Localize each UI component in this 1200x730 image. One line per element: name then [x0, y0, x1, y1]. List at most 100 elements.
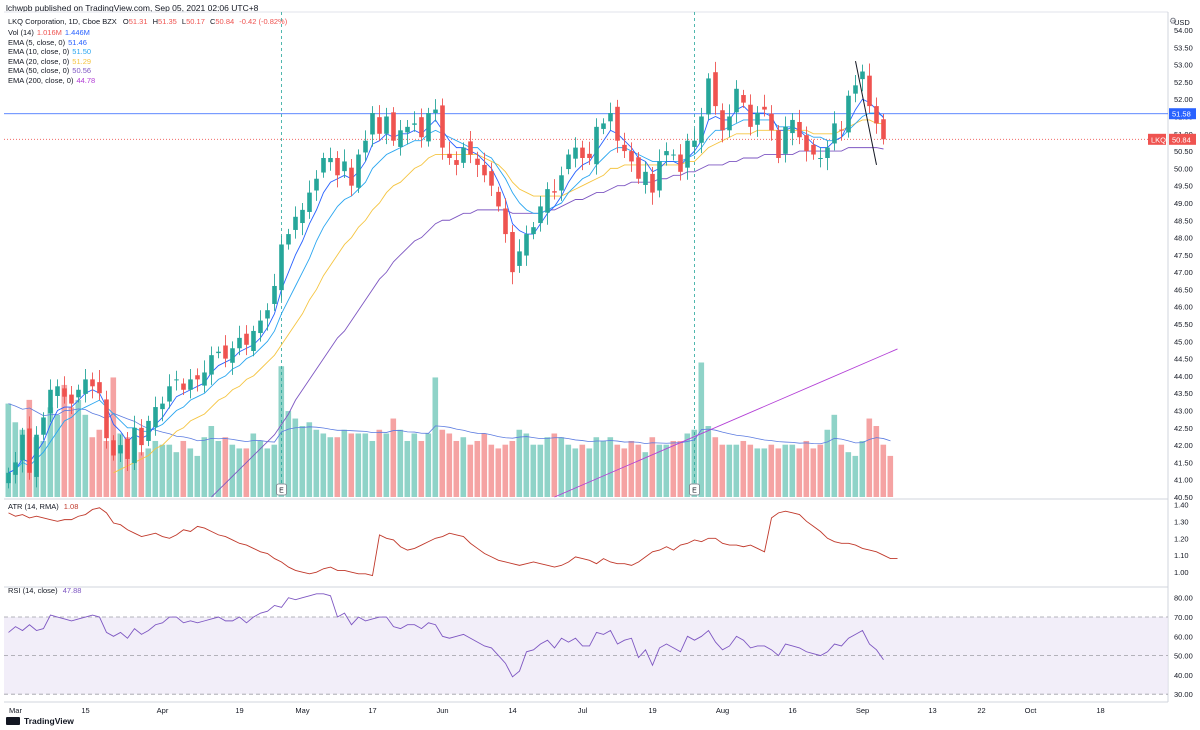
rsi-tick-label: 30.00 — [1174, 690, 1193, 699]
time-tick-label: 16 — [788, 706, 796, 715]
candle-body — [244, 333, 249, 345]
candle-body — [636, 157, 641, 179]
volume-bar — [852, 455, 859, 497]
price-tick-label: 45.00 — [1174, 337, 1193, 346]
candle-body — [230, 348, 235, 363]
high-label: H — [152, 17, 159, 26]
volume-bar — [530, 444, 537, 497]
candle-body — [685, 140, 690, 168]
volume-bar — [334, 437, 341, 497]
price-tick-label: 48.00 — [1174, 234, 1193, 243]
candle-body — [643, 171, 648, 185]
candle-body — [573, 147, 578, 159]
time-tick-label: 17 — [368, 706, 376, 715]
candle-body — [34, 434, 39, 477]
candle-body — [608, 113, 613, 122]
price-tick-label: 50.00 — [1174, 164, 1193, 173]
volume-bar — [47, 407, 54, 497]
candle-body — [216, 351, 221, 354]
volume-bar — [89, 437, 96, 497]
candle-body — [489, 171, 494, 186]
volume-bar — [607, 437, 614, 497]
candle-body — [76, 389, 81, 398]
volume-bar — [222, 437, 229, 497]
volume-bar — [586, 448, 593, 497]
volume-bar — [838, 444, 845, 497]
volume-bar — [5, 403, 12, 497]
volume-bar — [418, 440, 425, 497]
ema200-line — [554, 348, 898, 498]
candle-body — [559, 175, 564, 191]
candle-body — [321, 157, 326, 173]
candle-body — [657, 161, 662, 191]
atr-line — [8, 507, 898, 577]
time-tick-label: Jun — [436, 706, 448, 715]
volume-bar — [635, 444, 642, 497]
atr-label: ATR (14, RMA) — [8, 502, 59, 511]
symbol-legend: LKQ Corporation, 1D, Cboe BZX O51.31 H51… — [8, 17, 287, 26]
volume-bar — [754, 448, 761, 497]
volume-bar — [453, 440, 460, 497]
candle-body — [265, 310, 270, 319]
ema5-line — [8, 98, 884, 474]
legend-value: 51.50 — [72, 47, 92, 56]
tradingview-footer[interactable]: TradingView — [6, 716, 74, 726]
candle-body — [860, 71, 865, 80]
volume-bar — [306, 422, 313, 497]
candle-body — [748, 104, 753, 127]
atr-tick-label: 1.00 — [1174, 568, 1189, 577]
rsi-label: RSI (14, close) — [8, 586, 58, 595]
volume-bar — [488, 444, 495, 497]
candle-body — [363, 140, 368, 153]
volume-bar — [880, 444, 887, 497]
candle-body — [188, 379, 193, 390]
candle-body — [783, 126, 788, 154]
candle-body — [195, 375, 200, 380]
price-tick-label: 50.50 — [1174, 147, 1193, 156]
candle-body — [314, 178, 319, 191]
trend-line — [855, 61, 877, 166]
candle-body — [769, 113, 774, 131]
volume-bar — [614, 444, 621, 497]
volume-bar — [537, 444, 544, 497]
volume-bar — [390, 418, 397, 497]
volume-bar — [565, 444, 572, 497]
candle-body — [594, 126, 599, 165]
volume-bar — [810, 448, 817, 497]
publisher-header: lchwpb published on TradingView.com, Sep… — [6, 3, 259, 13]
candle-body — [825, 147, 830, 158]
candle-body — [503, 208, 508, 235]
candle-body — [678, 154, 683, 172]
price-tick-label: 47.50 — [1174, 251, 1193, 260]
candle-body — [741, 95, 746, 103]
candle-body — [762, 106, 767, 110]
legend-line-5: EMA (200, close, 0) 44.78 — [8, 76, 95, 85]
volume-bar — [551, 433, 558, 497]
candle-body — [412, 123, 417, 125]
candle-body — [251, 330, 256, 352]
time-tick-label: 19 — [235, 706, 243, 715]
legend-value: 44.78 — [76, 75, 96, 85]
volume-bar — [719, 444, 726, 497]
candle-body — [181, 383, 186, 390]
volume-bar — [61, 384, 68, 497]
volume-bar — [166, 444, 173, 497]
candle-body — [797, 122, 802, 138]
volume-bar — [404, 440, 411, 497]
legend-label: EMA (50, close, 0) — [8, 66, 70, 75]
candle-body — [832, 123, 837, 144]
candle-body — [587, 153, 592, 158]
volume-bar — [411, 433, 418, 497]
volume-bar — [649, 437, 656, 497]
price-tick-label: 40.50 — [1174, 493, 1193, 502]
volume-bar — [355, 433, 362, 497]
candle-body — [440, 105, 445, 148]
volume-bar — [201, 437, 208, 497]
legend-line-0: Vol (14) 1.016M 1.446M — [8, 28, 90, 37]
settings-gear-icon[interactable]: ⚙ — [1169, 16, 1178, 26]
candle-body — [629, 151, 634, 162]
time-tick-label: 14 — [508, 706, 516, 715]
volume-bar — [250, 433, 257, 497]
volume-bar — [761, 448, 768, 497]
